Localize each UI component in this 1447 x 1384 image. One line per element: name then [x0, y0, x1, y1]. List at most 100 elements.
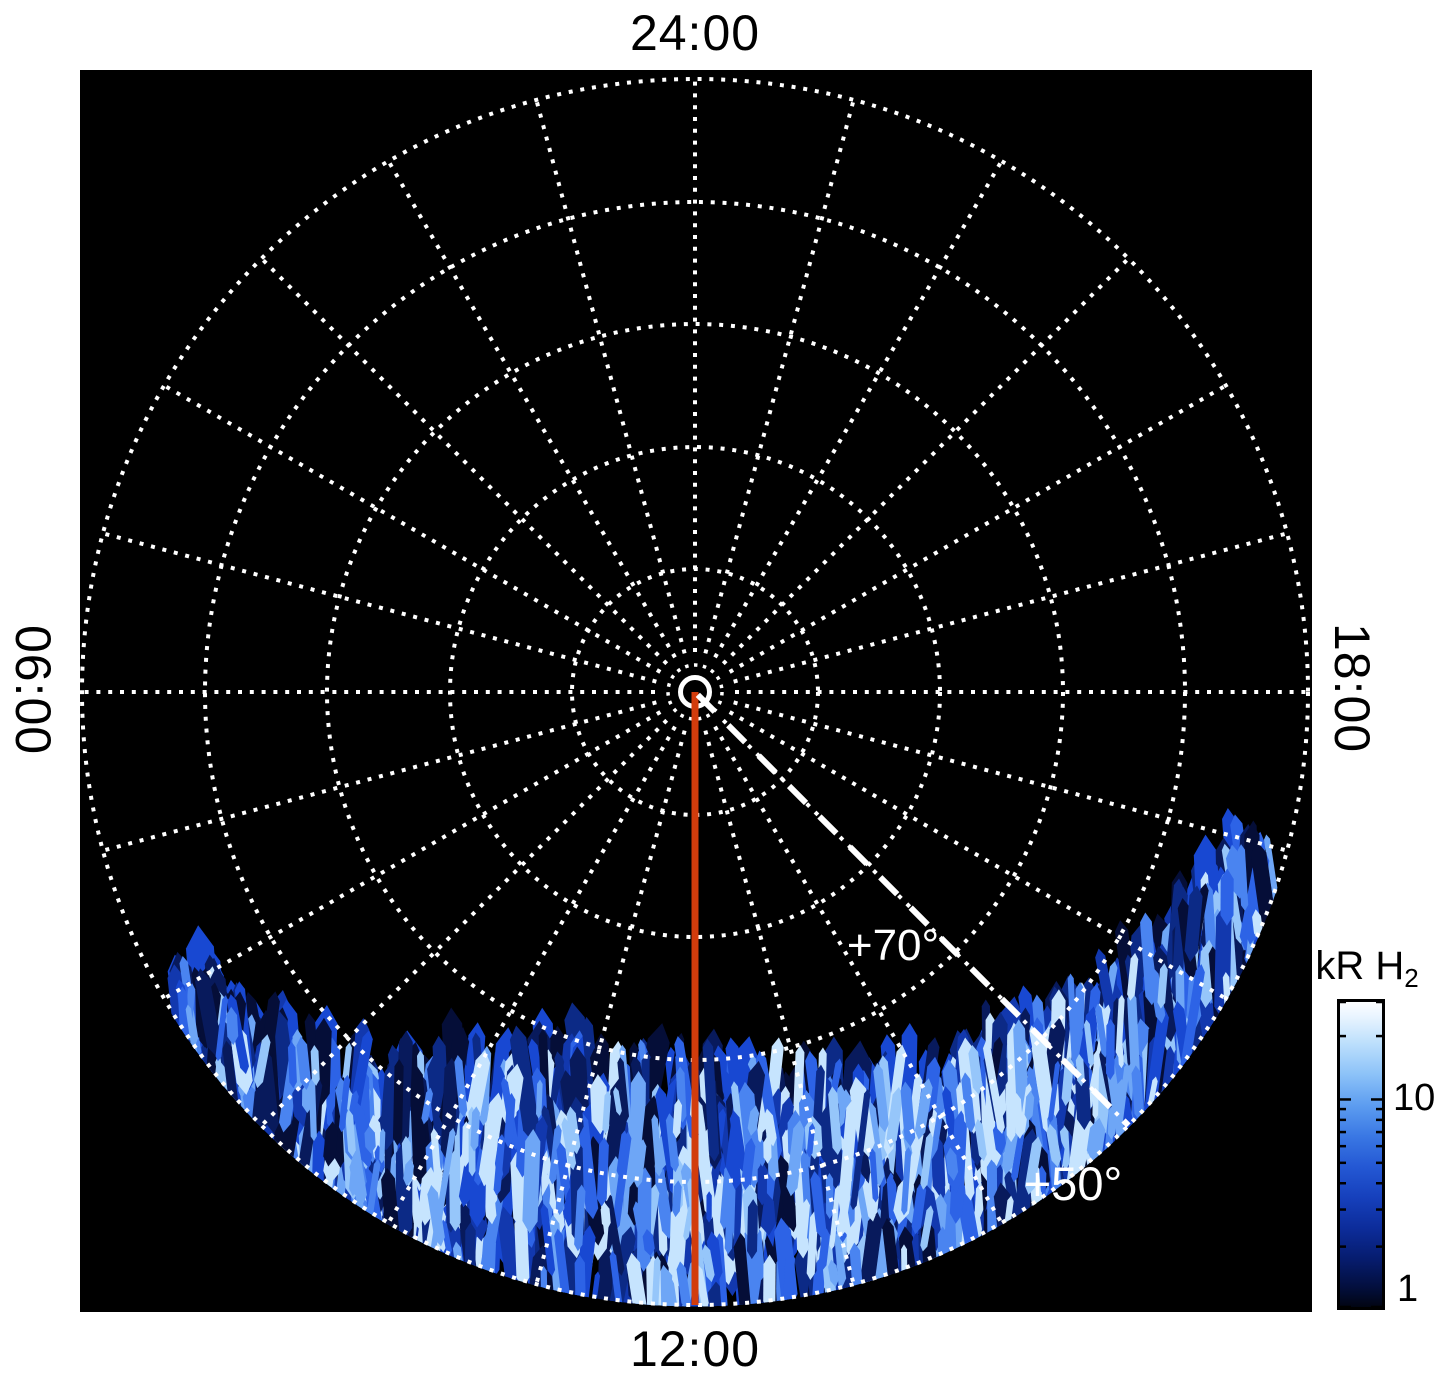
local-time-spoke	[260, 718, 669, 1127]
aurora-streak	[886, 1087, 903, 1148]
colorbar	[1337, 999, 1385, 1310]
aurora-streak	[729, 1110, 747, 1172]
aurora-streak	[427, 1185, 445, 1247]
aurora-streak	[1113, 1078, 1126, 1115]
local-time-spoke	[713, 725, 1004, 1224]
aurora-streak	[226, 1006, 239, 1046]
aurora-streak	[901, 1147, 912, 1216]
aurora-streak	[353, 1102, 373, 1168]
inner-dotted-ring	[666, 663, 724, 721]
aurora-streak	[1012, 1092, 1024, 1139]
local-time-spoke	[260, 257, 669, 666]
aurora-streak	[364, 1125, 376, 1154]
aurora-streak	[672, 1180, 682, 1218]
local-time-spoke	[713, 160, 1004, 659]
aurora-streak	[733, 1232, 760, 1307]
aurora-streak	[554, 1228, 575, 1307]
aurora-streak	[651, 1114, 662, 1177]
aurora-streak	[800, 1151, 814, 1242]
aurora-streak	[441, 1219, 452, 1256]
aurora-streak	[850, 1089, 871, 1211]
aurora-streak	[611, 1131, 632, 1232]
local-time-label-1200: 12:00	[629, 1321, 761, 1377]
colorbar-title-subscript: 2	[1404, 963, 1419, 993]
aurora-streak	[701, 1244, 715, 1283]
aurora-streak	[763, 1108, 777, 1147]
aurora-streak	[504, 1092, 516, 1148]
aurora-streak	[600, 1202, 611, 1231]
aurora-streak	[873, 1063, 889, 1133]
aurora-streak	[323, 1121, 338, 1167]
aurora-streak	[829, 1185, 841, 1250]
aurora-streak	[522, 1129, 541, 1234]
aurora-streak	[392, 1059, 404, 1146]
aurora-streak	[642, 1228, 655, 1257]
aurora-streak	[806, 1210, 819, 1281]
aurora-streak	[1048, 1060, 1061, 1123]
aurora-streak	[514, 1213, 530, 1289]
aurora-streak	[497, 1206, 523, 1304]
aurora-streak	[509, 1025, 540, 1143]
local-time-spoke	[386, 725, 677, 1224]
colorbar-tick-label-1: 1	[1397, 1268, 1419, 1310]
aurora-streak	[1127, 990, 1141, 1092]
aurora-streak	[215, 995, 229, 1062]
aurora-streak	[676, 1261, 691, 1307]
aurora-streak	[1095, 1003, 1108, 1058]
aurora-streak	[651, 1255, 661, 1307]
local-time-label-1800: 18:00	[1324, 622, 1380, 754]
aurora-streak	[665, 1113, 679, 1173]
local-time-spoke	[733, 700, 1288, 853]
aurora-streak	[683, 1203, 694, 1241]
aurora-streak	[1106, 1018, 1115, 1081]
aurora-streak	[825, 1172, 834, 1220]
aurora-streak	[924, 1101, 945, 1199]
aurora-streak	[786, 1120, 805, 1197]
aurora-streak	[1117, 1033, 1124, 1069]
aurora-streak	[672, 1098, 683, 1139]
aurora-streak	[746, 1199, 759, 1260]
aurora-streak	[1024, 1136, 1042, 1195]
aurora-streak	[556, 1142, 571, 1195]
aurora-streak	[454, 1055, 468, 1118]
aurora-streak	[421, 1087, 433, 1125]
aurora-pass-mid-streaks	[167, 814, 1285, 1307]
aurora-streak	[920, 1205, 934, 1252]
aurora-streak	[1092, 1050, 1100, 1120]
aurora-streak	[403, 1158, 415, 1186]
aurora-streak	[1074, 982, 1085, 1035]
aurora-streak	[1147, 1076, 1158, 1109]
aurora-streak	[1131, 1065, 1144, 1122]
local-time-spoke	[102, 700, 657, 853]
aurora-streak	[379, 1128, 386, 1164]
aurora-streak	[464, 1222, 476, 1289]
aurora-streak	[724, 1165, 737, 1255]
aurora-streak	[308, 1078, 317, 1142]
cb-gradient-rect	[1338, 1000, 1384, 1309]
aurora-streak	[222, 1040, 238, 1108]
aurora-streak	[810, 1170, 827, 1239]
aurora-streak	[566, 1106, 581, 1155]
aurora-streak	[838, 1099, 858, 1207]
latitude-ring	[325, 322, 1065, 1062]
aurora-streak	[901, 1244, 908, 1282]
local-time-spoke	[733, 531, 1288, 684]
aurora-streak	[763, 1254, 776, 1307]
aurora-streak	[818, 1228, 830, 1272]
aurora-streak	[828, 1086, 842, 1155]
aurora-streak	[613, 1086, 622, 1116]
aurora-streak	[461, 1121, 470, 1168]
aurora-streak	[296, 1036, 311, 1090]
aurora-streak	[1178, 964, 1205, 1084]
aurora-streak	[869, 1148, 879, 1203]
aurora-streak	[574, 1254, 586, 1307]
aurora-streak	[1157, 963, 1168, 1009]
local-time-spoke	[728, 383, 1227, 674]
aurora-streak	[493, 1133, 506, 1196]
polar-plot-svg: +70° +50°	[80, 77, 1310, 1307]
local-time-spoke	[534, 730, 687, 1285]
polar-plot-area: +70° +50°	[80, 70, 1312, 1312]
local-time-label-0600: 06:00	[5, 624, 61, 756]
aurora-streak	[297, 1075, 323, 1176]
aurora-streak	[1083, 1019, 1095, 1067]
